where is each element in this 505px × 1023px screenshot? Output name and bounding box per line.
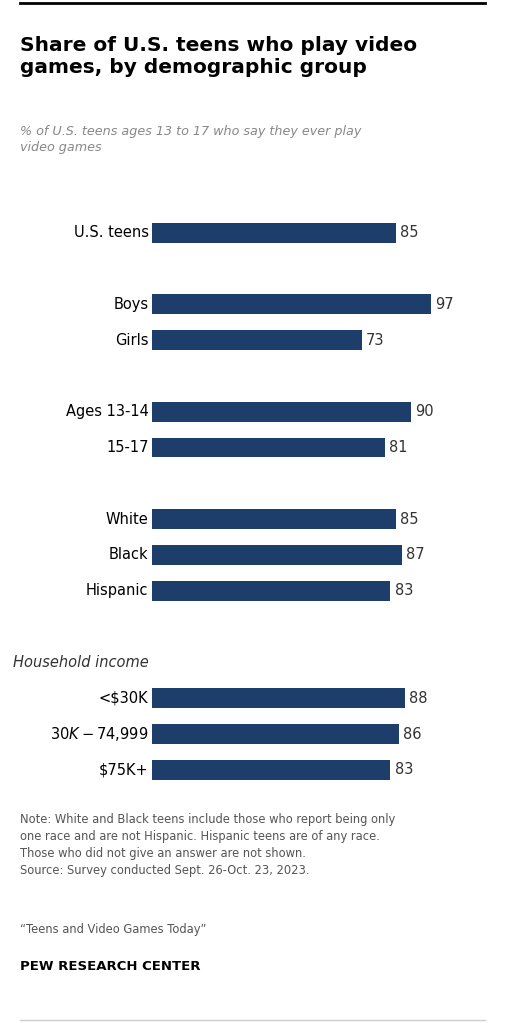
Text: % of U.S. teens ages 13 to 17 who say they ever play
video games: % of U.S. teens ages 13 to 17 who say th… — [20, 125, 362, 154]
Text: 97: 97 — [435, 297, 453, 312]
Text: Black: Black — [109, 547, 148, 563]
Text: <$30K: <$30K — [99, 691, 148, 706]
Text: Girls: Girls — [115, 332, 148, 348]
Text: $75K+: $75K+ — [99, 762, 148, 777]
Bar — [152, 402, 411, 421]
Bar — [152, 438, 385, 457]
Bar — [152, 688, 405, 708]
Bar — [152, 581, 390, 601]
Text: White: White — [106, 512, 148, 527]
Text: U.S. teens: U.S. teens — [74, 225, 148, 240]
Bar — [152, 295, 431, 314]
Text: “Teens and Video Games Today”: “Teens and Video Games Today” — [20, 923, 207, 936]
Text: 87: 87 — [406, 547, 425, 563]
Text: 83: 83 — [395, 762, 413, 777]
Text: 15-17: 15-17 — [106, 440, 148, 455]
Text: Hispanic: Hispanic — [86, 583, 148, 598]
Bar — [152, 760, 390, 780]
Text: 88: 88 — [409, 691, 428, 706]
Text: 90: 90 — [415, 404, 433, 419]
Text: $30K-$74,999: $30K-$74,999 — [50, 725, 148, 743]
Text: 73: 73 — [366, 332, 384, 348]
Text: Household income: Household income — [13, 655, 148, 670]
Bar — [152, 509, 396, 529]
Text: 81: 81 — [389, 440, 408, 455]
Text: Boys: Boys — [114, 297, 148, 312]
Text: 85: 85 — [400, 225, 419, 240]
Bar — [152, 223, 396, 242]
Text: 83: 83 — [395, 583, 413, 598]
Bar — [152, 330, 362, 350]
Text: PEW RESEARCH CENTER: PEW RESEARCH CENTER — [20, 960, 200, 973]
Bar — [152, 724, 399, 744]
Text: Share of U.S. teens who play video
games, by demographic group: Share of U.S. teens who play video games… — [20, 36, 417, 77]
Text: 85: 85 — [400, 512, 419, 527]
Text: 86: 86 — [403, 726, 422, 742]
Text: Note: White and Black teens include those who report being only
one race and are: Note: White and Black teens include thos… — [20, 813, 395, 878]
Bar — [152, 545, 402, 565]
Text: Ages 13-14: Ages 13-14 — [66, 404, 148, 419]
